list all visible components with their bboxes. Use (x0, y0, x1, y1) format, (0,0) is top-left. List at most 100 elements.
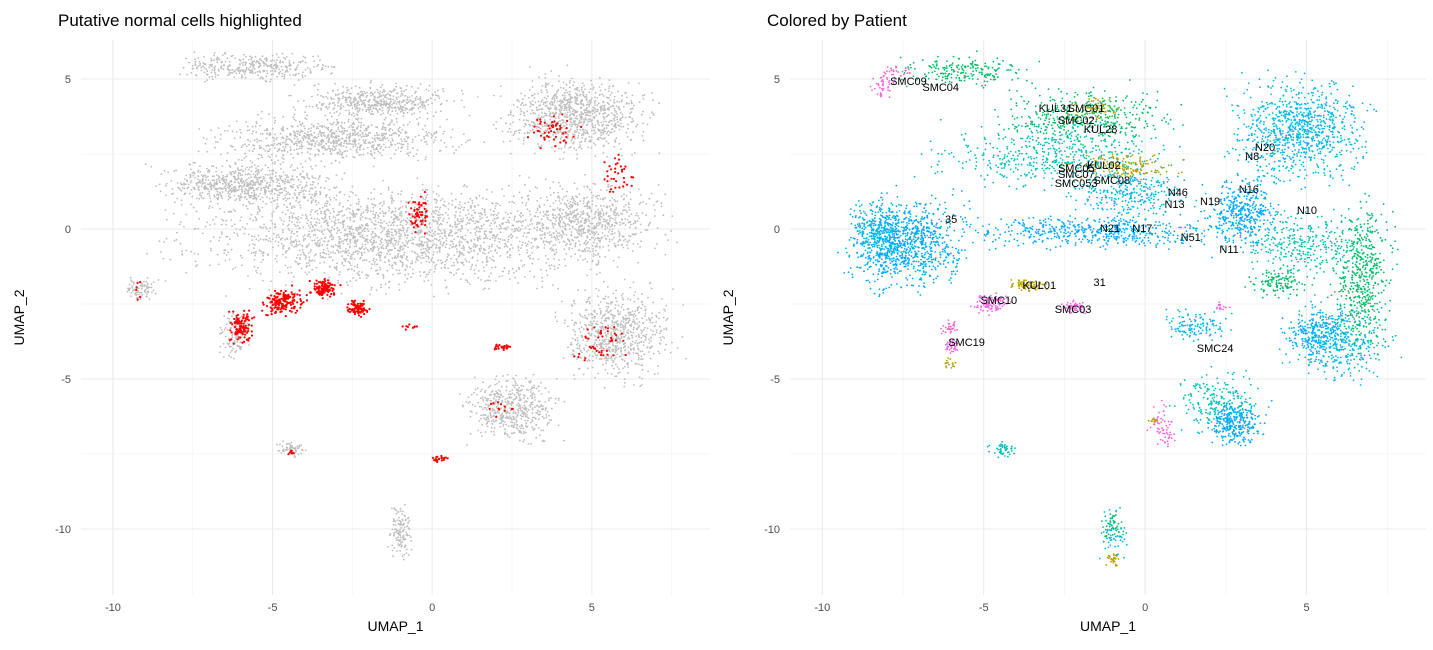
cell-point (277, 142, 280, 145)
cell-point (242, 64, 244, 66)
cell-point (221, 233, 223, 235)
cell-point (271, 59, 274, 61)
cell-point (489, 279, 492, 282)
cell-point (426, 112, 429, 115)
cell-point (502, 239, 504, 241)
cell-point (315, 224, 317, 227)
cell-point (511, 268, 514, 270)
cell-point (275, 234, 278, 237)
cell-point (371, 104, 374, 107)
cell-point (186, 73, 188, 76)
cell-point (217, 177, 220, 180)
cell-point (314, 192, 316, 195)
cell-point (304, 111, 306, 113)
cell-point (208, 169, 211, 172)
cell-point (291, 205, 293, 208)
cell-point (327, 147, 330, 150)
cell-point (294, 68, 297, 70)
cell-point (349, 230, 351, 233)
cell-point (425, 88, 428, 91)
cell-point (489, 256, 491, 259)
cell-point (298, 193, 300, 196)
cell-point (410, 276, 413, 278)
cell-point (296, 66, 298, 69)
cell-point (343, 219, 346, 222)
cell-point (216, 190, 219, 193)
cell-point (500, 227, 503, 230)
cell-point (243, 157, 246, 160)
cell-point (352, 192, 354, 194)
cell-point (591, 227, 593, 230)
cell-point (484, 287, 486, 290)
cell-point (251, 125, 254, 128)
cell-point (237, 181, 240, 184)
cell-point (198, 60, 201, 63)
cell-point (412, 242, 415, 245)
cell-point (297, 201, 300, 204)
cell-point (317, 107, 319, 110)
cell-point (478, 247, 481, 250)
cell-point (217, 74, 220, 76)
cell-point (541, 280, 544, 283)
cell-point (341, 92, 343, 95)
cell-point (460, 99, 463, 102)
cell-point (344, 229, 346, 232)
cell-point (178, 187, 181, 190)
cell-point (417, 233, 420, 236)
cell-point (379, 108, 382, 111)
cell-point (410, 108, 412, 111)
cell-point (195, 182, 198, 185)
cell-point (367, 126, 370, 129)
cell-point (368, 111, 371, 114)
cell-point (456, 261, 459, 264)
cell-point (401, 140, 403, 143)
cell-point (387, 188, 390, 191)
cell-point (594, 245, 597, 248)
cell-point (299, 131, 302, 134)
cell-point (543, 204, 546, 206)
cell-point (229, 144, 232, 147)
cell-point (377, 91, 379, 94)
cell-point (295, 130, 298, 133)
cell-point (605, 140, 608, 143)
cell-point (366, 249, 369, 251)
cell-point (251, 252, 253, 254)
cell-point (336, 232, 338, 235)
cell-point (375, 132, 378, 135)
cell-point (541, 230, 543, 233)
cell-point (253, 197, 256, 200)
cell-point (449, 224, 452, 227)
cell-point (286, 69, 288, 71)
cell-point (320, 107, 322, 110)
cell-point (569, 99, 572, 102)
cell-point (201, 65, 204, 68)
cell-point (239, 193, 242, 195)
cell-point (417, 159, 419, 162)
cell-point (555, 106, 558, 109)
cell-point (282, 115, 285, 118)
cell-point (265, 238, 268, 241)
cell-point (608, 79, 611, 81)
cell-point (243, 73, 246, 75)
cell-point (311, 239, 314, 242)
cell-point (239, 180, 242, 183)
cell-point (207, 179, 210, 182)
cell-point (285, 138, 288, 141)
cell-point (335, 174, 338, 177)
cell-point (393, 261, 396, 264)
cell-point (558, 263, 561, 266)
cell-point (204, 184, 207, 187)
cell-point (485, 198, 488, 201)
cell-point (422, 247, 425, 250)
cell-point (424, 189, 427, 191)
cell-point (227, 182, 230, 185)
cell-point (319, 59, 321, 62)
cell-point (361, 216, 364, 218)
cell-point (570, 139, 573, 142)
cell-point (628, 215, 630, 218)
cell-point (233, 194, 236, 197)
cell-point (324, 148, 327, 151)
cell-point (419, 99, 422, 102)
cell-point (363, 135, 366, 138)
cell-point (346, 130, 349, 133)
